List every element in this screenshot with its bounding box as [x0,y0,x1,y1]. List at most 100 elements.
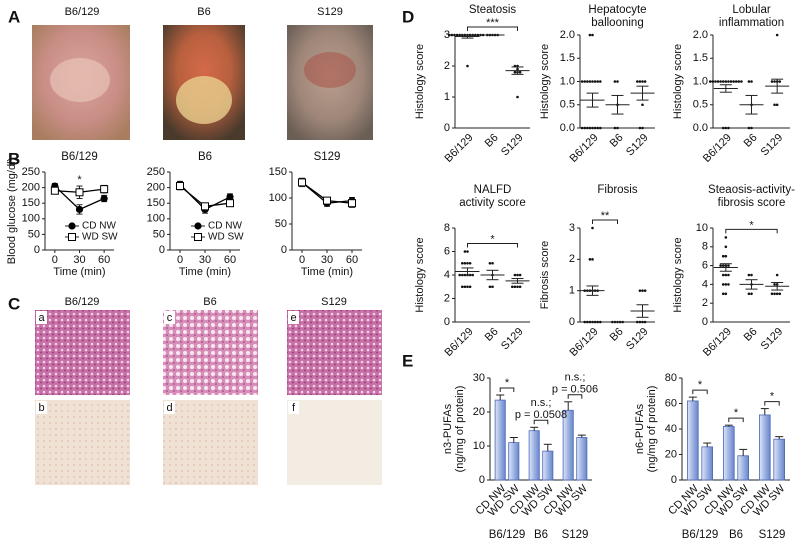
data-point [721,254,725,258]
y-tick-label: 0 [159,244,165,256]
marker [176,182,184,191]
data-point [734,80,738,83]
data-point [641,126,644,130]
y-axis-label: Histology score [672,44,684,119]
data-point [596,126,599,130]
data-point [466,64,469,68]
data-point [724,80,728,83]
data-point [450,33,454,37]
x-tick-label: 30 [199,254,211,266]
data-point [750,273,753,277]
letter-box [36,401,47,414]
marker [100,185,109,194]
data-point [641,80,644,83]
data-point [588,320,592,324]
data-point [714,80,717,83]
x-tick-label: B6 [742,326,760,344]
y-axis-label: Histology score [414,237,426,312]
photo [35,310,130,395]
data-point [773,103,776,107]
x-tick-label: B6/129 [701,326,734,359]
data-point [773,283,776,286]
data-point [616,80,619,83]
data-point [729,80,733,83]
data-point [724,245,728,249]
significance-label: ** [601,210,610,222]
data-point [588,33,592,37]
photo-letter: a [38,312,45,324]
y-tick-label: 1 [569,285,575,297]
data-point [737,80,741,83]
y-tick-label: 0.5 [560,99,575,111]
bar [773,438,785,481]
data-point [596,320,599,324]
group-label: B6 [729,529,743,541]
data-point [518,273,522,277]
data-point [455,33,459,37]
chart-title: activity score [459,197,525,209]
y-axis-label: Histology score [539,44,551,119]
y-tick-label: 1 [444,91,450,103]
data-point [770,292,774,296]
data-point [516,95,519,99]
data-point [613,126,617,130]
y-axis-label: n3-PUFAs [442,403,454,454]
chart-title: Hepatocyte [588,4,646,16]
y-tick-label: 1.5 [560,52,575,64]
y-tick-label: 2.0 [693,29,708,41]
y-tick-label: 50 [275,218,287,230]
marker [50,186,59,195]
data-point [747,126,751,130]
significance-bracket [728,417,744,423]
data-point [511,285,514,289]
data-point [643,289,647,292]
marker [75,188,84,197]
photo [35,400,130,485]
legend-label: WD SW [82,232,118,243]
y-tick-label: 100 [147,213,165,225]
data-point [641,320,644,324]
data-point [641,103,644,107]
data-point [750,292,753,296]
data-point [778,292,782,296]
significance-bracket [692,389,708,395]
significance-label: n.s.; [565,372,586,384]
letter-box [164,401,175,414]
data-point [591,320,594,324]
y-tick-label: 8 [444,222,450,234]
bar [494,399,506,481]
y-tick-label: 6 [702,260,708,272]
photo-letter: c [167,312,173,324]
legend-label: CD NW [82,221,116,232]
y-tick-label: 20 [665,448,677,460]
data-point [724,292,728,296]
photo [287,310,382,395]
data-point [747,80,751,83]
photo-detail [176,76,232,124]
marker [75,205,84,214]
y-tick-label: 2 [444,60,450,72]
data-point [586,126,589,130]
data-point [516,273,519,277]
significance-label: * [749,219,754,231]
data-point [488,285,492,289]
photo-letters: a b c d e f [36,311,299,414]
group-label: S129 [759,529,786,541]
data-point [461,285,464,289]
data-point [638,80,642,83]
data-point [518,70,522,74]
data-point [591,226,594,230]
data-point [463,250,467,253]
y-tick-label: 2.0 [560,29,575,41]
x-tick-label: 30 [321,254,333,266]
data-point [591,126,594,130]
significance-bracket [567,394,583,399]
x-tick-label: S129 [759,132,786,159]
x-tick-label: S129 [624,132,651,159]
data-point [476,33,480,37]
photo-title: S129 [317,6,343,18]
y-tick-label: 0 [671,474,677,486]
y-tick-label: 1.5 [693,52,708,64]
annotation: * [77,174,82,186]
